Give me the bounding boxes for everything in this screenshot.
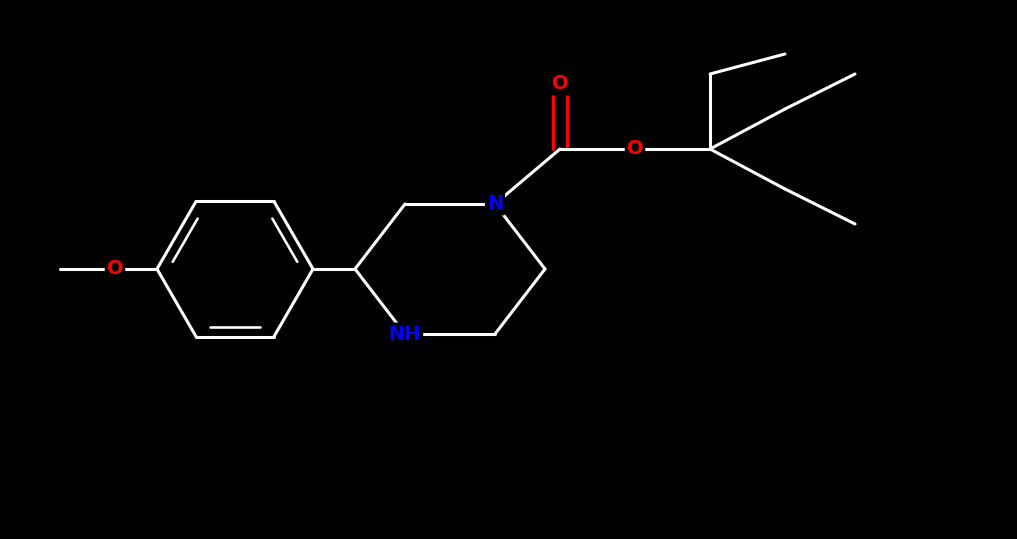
Text: NH: NH bbox=[388, 324, 421, 343]
Text: O: O bbox=[626, 140, 644, 158]
Text: O: O bbox=[551, 74, 569, 93]
Text: O: O bbox=[107, 259, 123, 279]
Text: N: N bbox=[487, 195, 503, 213]
